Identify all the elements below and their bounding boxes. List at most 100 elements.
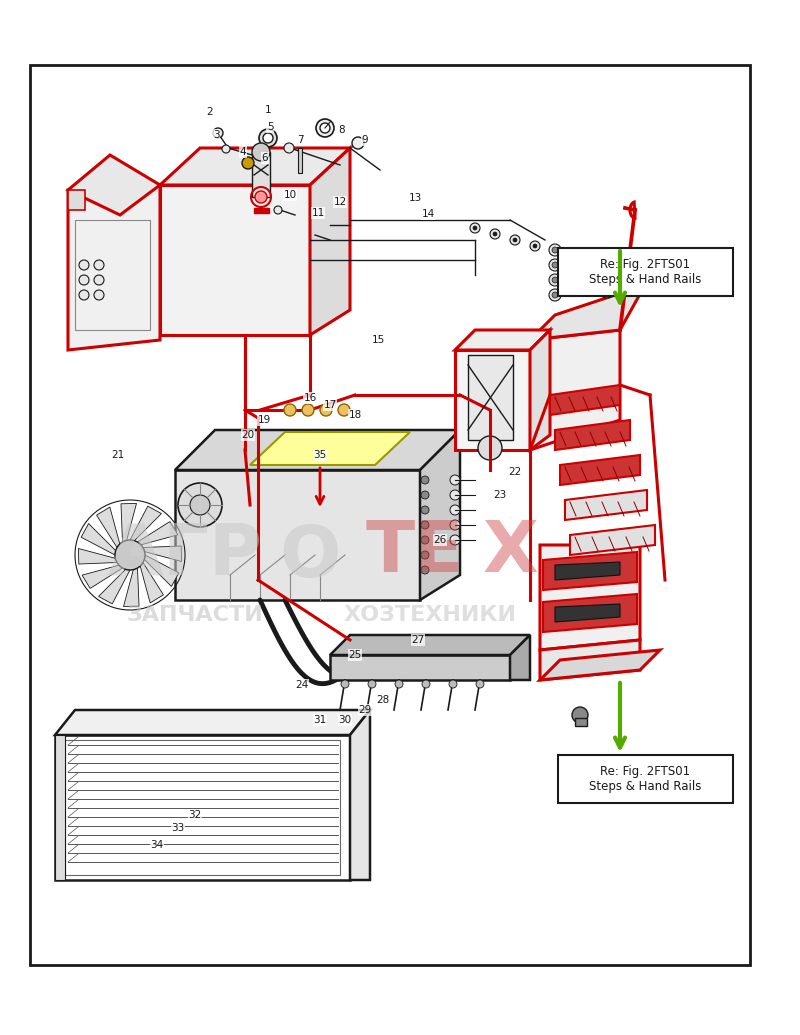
Circle shape [490, 229, 500, 239]
Circle shape [341, 680, 349, 688]
Circle shape [533, 244, 537, 248]
Circle shape [320, 404, 332, 416]
Circle shape [252, 143, 270, 161]
Bar [558, 248, 733, 296]
Circle shape [510, 235, 520, 245]
Circle shape [274, 206, 282, 214]
Polygon shape [530, 330, 620, 450]
Polygon shape [455, 330, 550, 350]
Circle shape [395, 680, 403, 688]
Circle shape [421, 521, 429, 529]
Polygon shape [565, 490, 647, 520]
Circle shape [603, 286, 611, 294]
Text: 17: 17 [323, 400, 337, 410]
Circle shape [450, 505, 460, 515]
Text: 12: 12 [334, 197, 346, 207]
Polygon shape [310, 148, 350, 335]
Text: 13: 13 [408, 193, 422, 203]
Polygon shape [420, 430, 460, 600]
Circle shape [422, 680, 430, 688]
Circle shape [549, 244, 561, 256]
Circle shape [493, 232, 497, 236]
Circle shape [338, 404, 350, 416]
Circle shape [79, 275, 89, 285]
Bar [254, 208, 269, 213]
Text: 11: 11 [311, 208, 325, 218]
Polygon shape [540, 640, 640, 680]
Polygon shape [555, 604, 620, 622]
Polygon shape [121, 503, 137, 542]
Circle shape [470, 223, 480, 233]
Circle shape [302, 404, 314, 416]
Polygon shape [570, 525, 655, 555]
Circle shape [450, 490, 460, 500]
Polygon shape [175, 430, 460, 470]
Circle shape [284, 404, 296, 416]
Polygon shape [55, 710, 370, 735]
Polygon shape [555, 420, 630, 450]
Circle shape [421, 536, 429, 544]
Circle shape [352, 137, 364, 149]
Bar [575, 718, 587, 726]
Polygon shape [530, 330, 550, 450]
Text: 20: 20 [242, 430, 254, 440]
Text: 14: 14 [422, 209, 434, 219]
Circle shape [421, 506, 429, 514]
Circle shape [368, 680, 376, 688]
Circle shape [450, 520, 460, 530]
Text: 7: 7 [297, 135, 303, 145]
Polygon shape [455, 350, 530, 450]
Polygon shape [123, 568, 139, 607]
Polygon shape [555, 562, 620, 580]
Circle shape [476, 680, 484, 688]
Circle shape [421, 476, 429, 484]
Polygon shape [543, 552, 637, 590]
Text: 16: 16 [303, 393, 317, 403]
Polygon shape [530, 285, 645, 341]
Polygon shape [81, 524, 116, 555]
Circle shape [79, 290, 89, 300]
Text: 5: 5 [266, 122, 274, 132]
Circle shape [242, 157, 254, 169]
Text: 21: 21 [111, 450, 125, 460]
Circle shape [263, 134, 273, 143]
Polygon shape [138, 522, 178, 544]
Polygon shape [68, 190, 85, 210]
Circle shape [255, 191, 267, 203]
Text: 27: 27 [411, 635, 425, 645]
Bar [30, 65, 750, 965]
Text: ТЕ: ТЕ [366, 518, 464, 587]
Polygon shape [540, 650, 660, 680]
Polygon shape [98, 569, 130, 603]
Circle shape [549, 289, 561, 301]
Circle shape [530, 241, 540, 252]
Text: 1: 1 [265, 105, 271, 115]
Text: 32: 32 [188, 810, 202, 820]
Circle shape [599, 282, 615, 298]
Circle shape [572, 707, 588, 723]
Text: 24: 24 [295, 680, 309, 690]
Polygon shape [144, 555, 179, 587]
Text: 25: 25 [348, 650, 362, 660]
Polygon shape [330, 635, 530, 655]
Circle shape [449, 680, 457, 688]
Polygon shape [68, 155, 160, 215]
Circle shape [94, 275, 104, 285]
Circle shape [79, 260, 89, 270]
Circle shape [552, 247, 558, 253]
Text: 26: 26 [434, 535, 446, 545]
Circle shape [190, 495, 210, 515]
Text: 3: 3 [213, 130, 219, 140]
Polygon shape [82, 565, 122, 589]
Text: 6: 6 [262, 153, 268, 162]
Circle shape [549, 274, 561, 286]
Polygon shape [78, 549, 117, 564]
Text: 18: 18 [348, 410, 362, 420]
Polygon shape [68, 185, 160, 350]
Polygon shape [143, 546, 182, 562]
Polygon shape [510, 635, 530, 680]
Polygon shape [160, 148, 350, 185]
Circle shape [320, 123, 330, 134]
Circle shape [94, 290, 104, 300]
Polygon shape [140, 562, 163, 603]
